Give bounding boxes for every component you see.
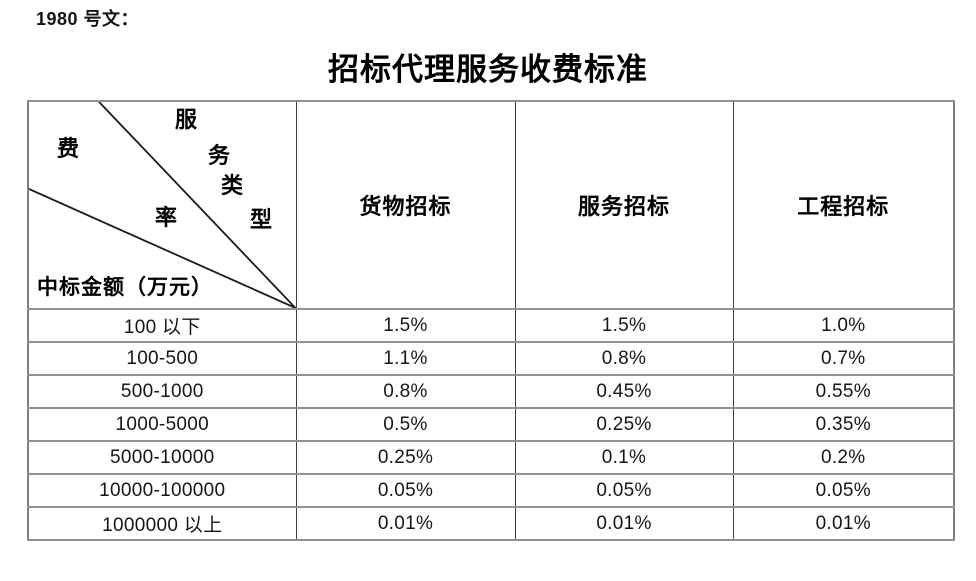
rate-cell: 1.5% [514,308,734,343]
corner-type-char-3: 类 [221,173,245,198]
column-header-engineering: 工程招标 [732,100,955,310]
corner-fee-char-2: 率 [155,205,179,230]
table-row: 1000-5000 0.5% 0.25% 0.35% [27,407,955,442]
amount-range-cell: 10000-100000 [27,473,297,508]
column-header-services: 服务招标 [514,100,734,310]
corner-fee-char-1: 费 [57,136,81,161]
rate-cell: 0.05% [732,473,955,508]
rate-cell: 0.8% [514,341,734,376]
corner-amount-label: 中标金额（万元） [37,275,213,299]
diagonal-lines [29,103,295,307]
table-row: 5000-10000 0.25% 0.1% 0.2% [27,440,955,475]
rate-cell: 0.2% [732,440,955,475]
corner-type-char-2: 务 [208,143,232,168]
amount-range-cell: 500-1000 [27,374,297,409]
amount-range-cell: 100-500 [27,341,297,376]
rate-cell: 0.25% [295,440,516,475]
fee-standard-table: 费 率 服 务 类 型 中标金额（万元） 货物招标 服务招标 工程招标 100 … [27,100,955,541]
table-row: 100-500 1.1% 0.8% 0.7% [27,341,955,376]
corner-type-char-1: 服 [175,107,199,132]
rate-cell: 1.1% [295,341,516,376]
amount-range-cell: 5000-10000 [27,440,297,475]
rate-cell: 0.01% [732,506,955,541]
amount-range-cell: 1000-5000 [27,407,297,442]
rate-cell: 0.05% [295,473,516,508]
rate-cell: 0.55% [732,374,955,409]
rate-cell: 0.01% [514,506,734,541]
rate-cell: 0.05% [514,473,734,508]
rate-cell: 0.35% [732,407,955,442]
rate-cell: 0.01% [295,506,516,541]
page-title: 招标代理服务收费标准 [328,52,648,87]
table-row: 500-1000 0.8% 0.45% 0.55% [27,374,955,409]
table-header-row: 费 率 服 务 类 型 中标金额（万元） 货物招标 服务招标 工程招标 [27,100,955,310]
document-reference: 1980 号文： [36,9,140,29]
table-row: 1000000 以上 0.01% 0.01% 0.01% [27,506,955,541]
rate-cell: 0.7% [732,341,955,376]
rate-cell: 0.5% [295,407,516,442]
amount-range-cell: 100 以下 [27,308,297,343]
amount-range-cell: 1000000 以上 [27,506,297,541]
table-row: 10000-100000 0.05% 0.05% 0.05% [27,473,955,508]
column-header-goods: 货物招标 [295,100,516,310]
rate-cell: 0.8% [295,374,516,409]
corner-type-char-4: 型 [250,207,274,232]
table-row: 100 以下 1.5% 1.5% 1.0% [27,308,955,343]
rate-cell: 0.1% [514,440,734,475]
rate-cell: 1.0% [732,308,955,343]
rate-cell: 1.5% [295,308,516,343]
rate-cell: 0.45% [514,374,734,409]
diagonal-header-cell: 费 率 服 务 类 型 中标金额（万元） [27,100,297,310]
rate-cell: 0.25% [514,407,734,442]
